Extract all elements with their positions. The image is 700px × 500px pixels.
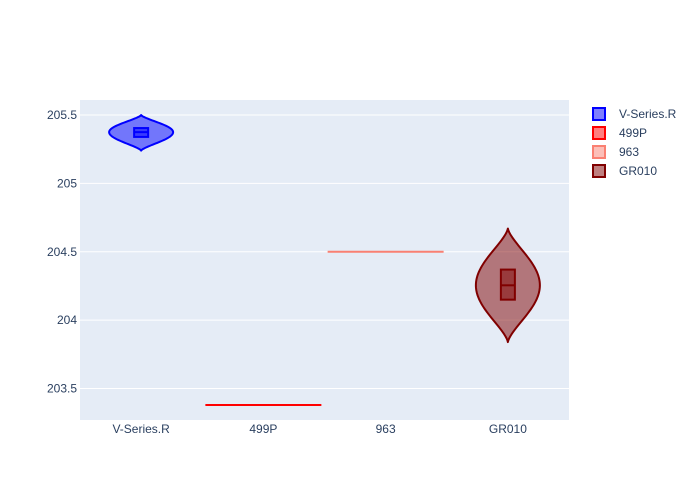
y-tick-label: 204 — [57, 313, 77, 327]
legend-swatch — [592, 145, 606, 159]
legend-label: 963 — [619, 145, 639, 159]
legend-item: 499P — [592, 126, 647, 140]
legend: V-Series.R 499P 963 GR010 — [592, 107, 677, 178]
legend-swatch — [592, 126, 606, 140]
legend-item: 963 — [592, 145, 639, 159]
legend-swatch — [592, 107, 606, 121]
legend-item: GR010 — [592, 164, 657, 178]
x-tick-label: GR010 — [489, 422, 527, 436]
legend-label: GR010 — [619, 164, 657, 178]
x-tick-label: V-Series.R — [112, 422, 170, 436]
legend-swatch — [592, 164, 606, 178]
legend-item: V-Series.R — [592, 107, 677, 121]
y-tick-label: 205 — [57, 176, 77, 190]
y-tick-label: 205.5 — [47, 108, 77, 122]
x-tick-label: 963 — [376, 422, 396, 436]
legend-label: V-Series.R — [619, 107, 677, 121]
y-gridlines — [80, 114, 569, 390]
violin-gr010 — [474, 227, 541, 344]
legend-label: 499P — [619, 126, 647, 140]
y-tick-label: 203.5 — [47, 382, 77, 396]
x-axis-ticks: V-Series.R 499P 963 GR010 — [112, 422, 527, 436]
violin-v-series-r — [108, 114, 175, 152]
y-tick-label: 204.5 — [47, 245, 77, 259]
y-axis-ticks: 203.5 204 204.5 205 205.5 — [47, 108, 77, 396]
violins — [108, 114, 541, 406]
x-tick-label: 499P — [249, 422, 277, 436]
